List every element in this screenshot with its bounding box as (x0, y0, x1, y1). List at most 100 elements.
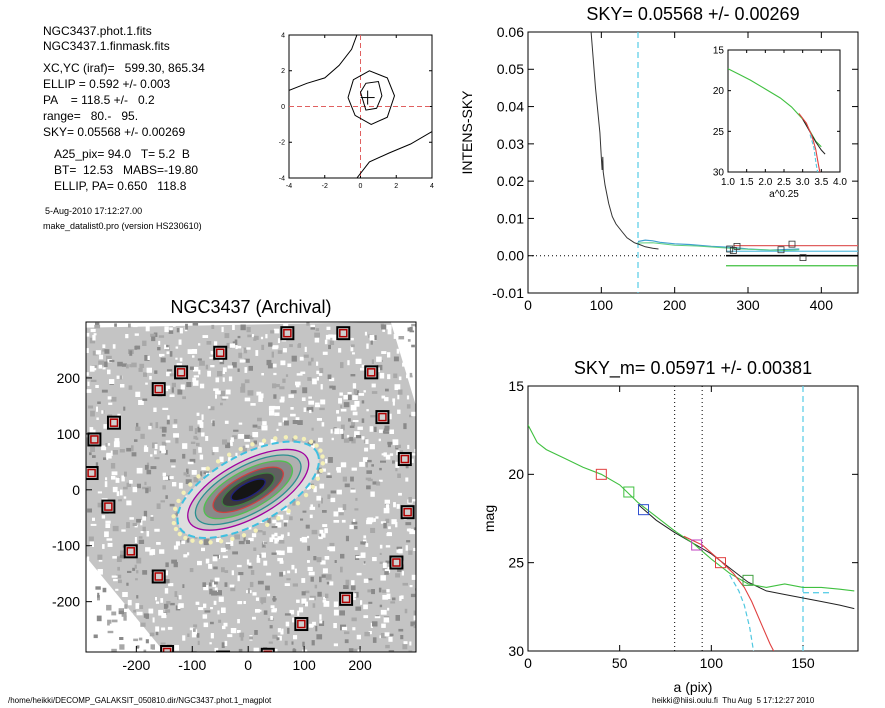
noise-speckle (371, 383, 376, 388)
contour-y-tick-label: -2 (279, 140, 285, 147)
noise-speckle (136, 611, 143, 616)
noise-speckle (162, 472, 166, 477)
noise-speckle (297, 610, 300, 616)
noise-speckle (224, 582, 228, 587)
noise-speckle (285, 374, 289, 377)
noise-speckle (255, 609, 260, 613)
noise-speckle (115, 477, 120, 483)
noise-speckle (357, 426, 363, 430)
noise-speckle (252, 432, 259, 438)
noise-speckle (268, 406, 275, 411)
noise-speckle (280, 360, 286, 366)
star-mask-inner (87, 468, 96, 478)
noise-speckle (197, 640, 200, 645)
noise-speckle (384, 571, 389, 575)
noise-speckle (385, 560, 391, 564)
noise-speckle (119, 644, 125, 650)
noise-speckle (314, 332, 320, 338)
sky-frame (527, 31, 859, 294)
noise-speckle (350, 404, 357, 411)
noise-speckle (392, 398, 396, 402)
noise-speckle (269, 410, 275, 416)
noise-speckle (355, 606, 362, 611)
mag-marker (691, 539, 703, 551)
noise-speckle (274, 412, 280, 416)
noise-speckle (116, 613, 121, 619)
noise-speckle (269, 537, 273, 542)
noise-speckle (303, 354, 309, 358)
noise-speckle (327, 374, 332, 380)
noise-speckle (238, 434, 244, 439)
noise-speckle (235, 345, 238, 350)
noise-speckle (334, 428, 340, 435)
noise-speckle (405, 465, 409, 469)
noise-speckle (369, 334, 375, 341)
noise-speckle (345, 535, 349, 542)
noise-speckle (320, 533, 326, 538)
noise-speckle (322, 524, 328, 527)
noise-speckle (365, 462, 368, 468)
noise-speckle (193, 435, 198, 440)
inset-background (727, 49, 841, 173)
noise-speckle (392, 399, 395, 406)
noise-speckle (251, 533, 257, 538)
noise-speckle (323, 601, 330, 607)
noise-speckle (341, 626, 348, 631)
noise-speckle (358, 393, 365, 396)
noise-speckle (189, 568, 194, 573)
noise-speckle (95, 350, 101, 355)
noise-speckle (109, 359, 115, 363)
noise-speckle (101, 445, 107, 451)
mag-marker (742, 574, 754, 586)
masked-dot (196, 474, 201, 479)
noise-speckle (224, 420, 229, 424)
noise-speckle (143, 447, 149, 452)
noise-speckle (107, 625, 112, 629)
noise-speckle (409, 641, 412, 646)
noise-speckle (128, 385, 133, 390)
noise-speckle (244, 358, 250, 363)
noise-speckle (98, 364, 103, 369)
noise-speckle (175, 437, 179, 444)
noise-speckle (275, 523, 281, 528)
noise-speckle (244, 438, 251, 442)
noise-speckle (185, 479, 192, 484)
noise-speckle (256, 557, 261, 563)
noise-speckle (380, 575, 386, 581)
masked-dot (176, 498, 181, 504)
noise-speckle (380, 609, 387, 615)
noise-speckle (144, 355, 150, 361)
noise-speckle (372, 481, 377, 485)
noise-speckle (167, 415, 170, 420)
noise-speckle (170, 459, 176, 463)
noise-speckle (397, 567, 402, 572)
noise-speckle (232, 435, 237, 440)
noise-speckle (178, 339, 182, 345)
noise-speckle (134, 524, 138, 528)
masked-dot (238, 446, 243, 452)
noise-speckle (340, 424, 345, 431)
noise-speckle (314, 337, 320, 343)
noise-speckle (413, 624, 416, 629)
noise-speckle (386, 589, 390, 593)
noise-speckle (409, 372, 413, 378)
noise-speckle (172, 424, 178, 428)
noise-speckle (98, 360, 104, 366)
star-mask-inner (154, 384, 163, 394)
noise-speckle (182, 584, 185, 588)
noise-speckle (90, 379, 97, 382)
noise-speckle (270, 616, 273, 620)
noise-speckle (285, 621, 290, 627)
noise-speckle (161, 434, 166, 437)
noise-speckle (182, 443, 188, 449)
noise-speckle (269, 405, 276, 409)
noise-speckle (113, 441, 120, 448)
mag-x-tick-label: 100 (700, 655, 724, 671)
noise-speckle (361, 400, 365, 404)
noise-speckle (210, 351, 213, 354)
contour-lines (289, 35, 432, 178)
noise-speckle (351, 422, 356, 427)
noise-speckle (249, 636, 253, 640)
noise-speckle (247, 390, 254, 396)
noise-speckle (370, 415, 377, 418)
